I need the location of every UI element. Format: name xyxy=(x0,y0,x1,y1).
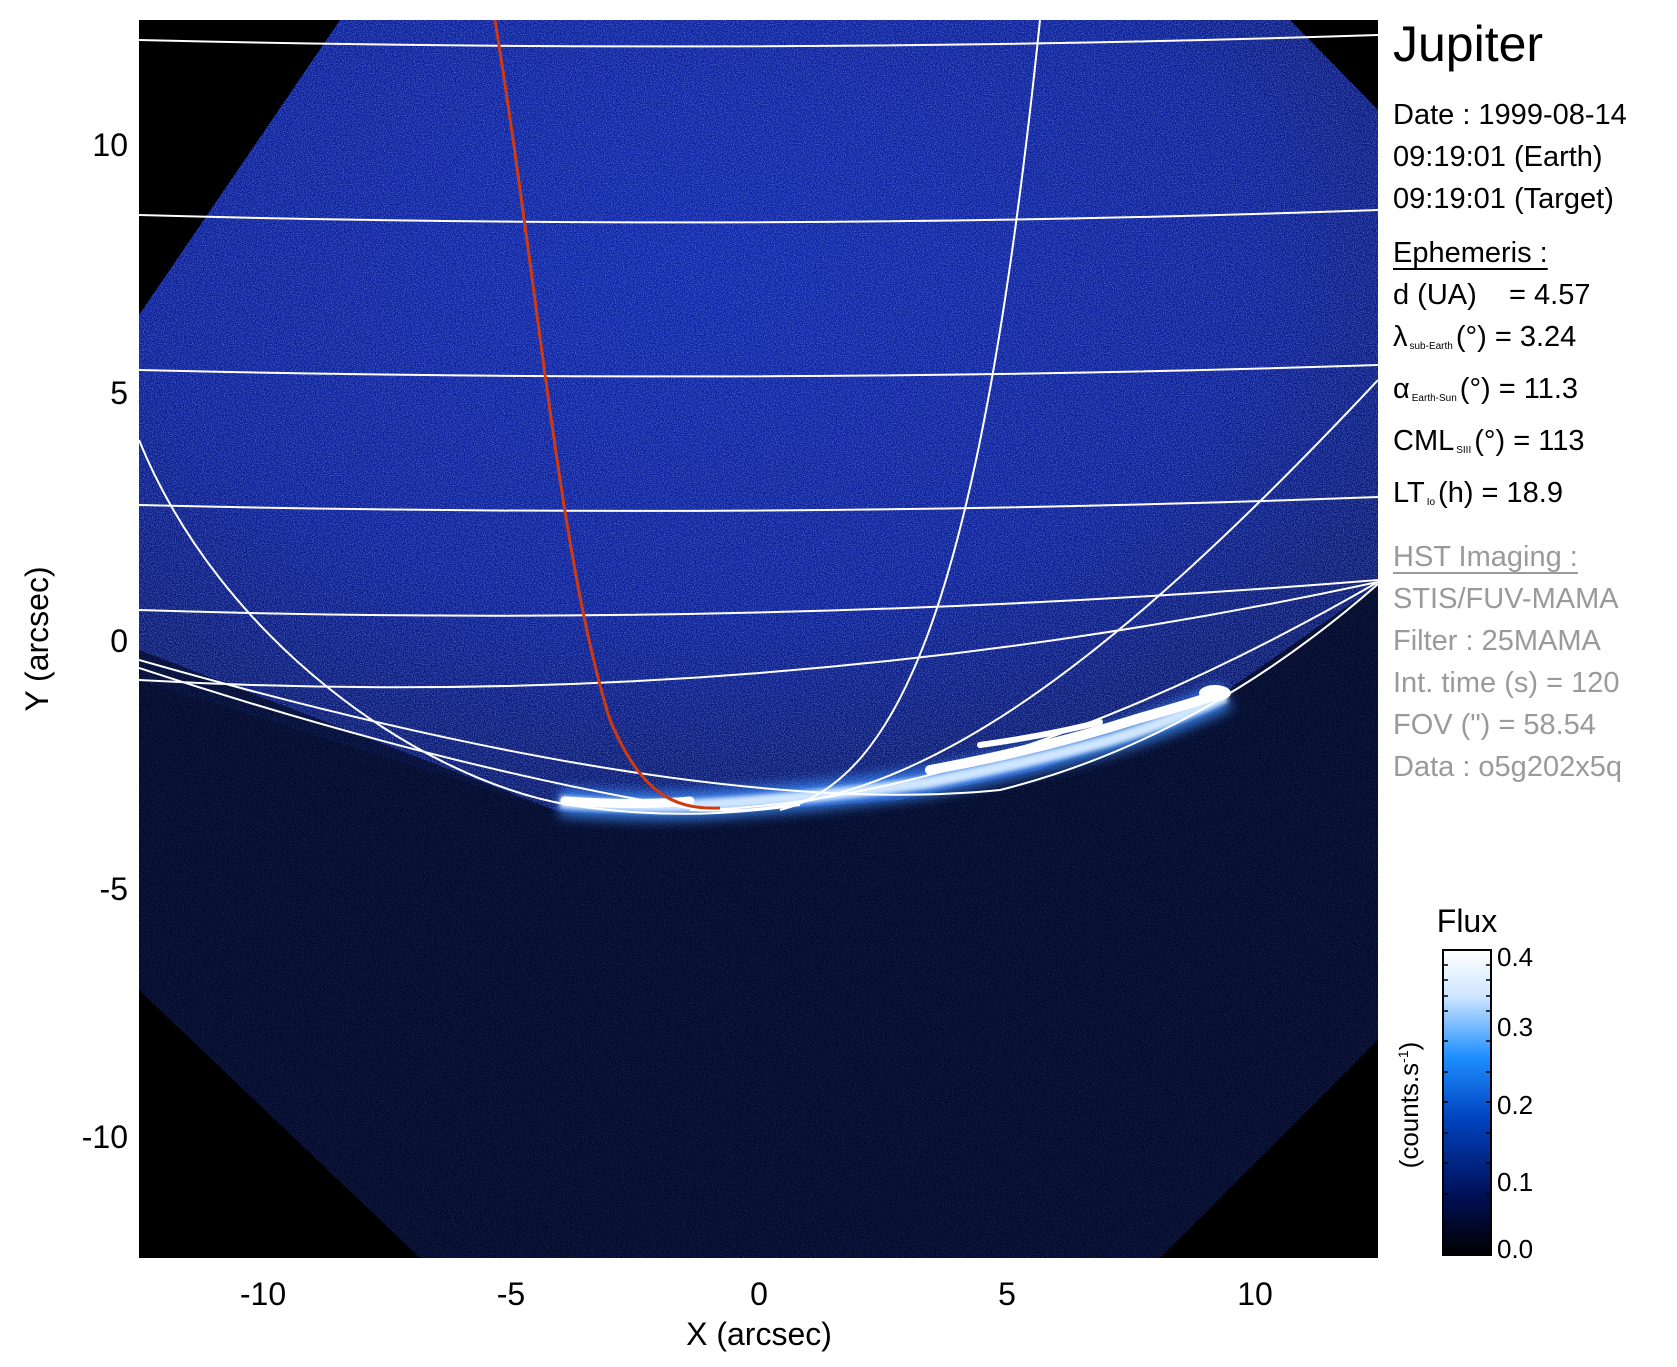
y-tick: 0 xyxy=(110,623,128,659)
x-tick: 5 xyxy=(998,1276,1016,1312)
phase-subscript: Earth-Sun xyxy=(1411,393,1457,404)
hst-header: HST Imaging : xyxy=(1393,541,1578,573)
colorbar-tick: 0.2 xyxy=(1497,1090,1533,1120)
latitude-subscript: sub-Earth xyxy=(1409,341,1453,352)
distance-value: = 4.57 xyxy=(1509,279,1591,311)
y-tick: 10 xyxy=(92,127,128,163)
x-tick: -5 xyxy=(497,1276,525,1312)
colorbar-unit-label: (counts.s-1) xyxy=(1394,1042,1424,1169)
cml-value: (°) = 113 xyxy=(1474,425,1585,457)
hst-instrument: STIS/FUV-MAMA xyxy=(1393,583,1619,615)
lt-label: LT xyxy=(1393,477,1425,509)
colorbar-minor-ticks xyxy=(1443,964,1491,1225)
x-tick: 0 xyxy=(750,1276,768,1312)
cml-label: CML xyxy=(1393,425,1455,457)
latitude-value: (°) = 3.24 xyxy=(1455,321,1577,353)
longitude-grid xyxy=(139,20,1378,815)
hst-filter: Filter : 25MAMA xyxy=(1393,625,1601,657)
observation-time-earth: 09:19:01 (Earth) xyxy=(1393,141,1603,173)
lt-subscript: Io xyxy=(1426,497,1436,508)
hst-integration-time: Int. time (s) = 120 xyxy=(1393,667,1620,699)
distance-label: d (UA) xyxy=(1393,279,1477,311)
colorbar-scale xyxy=(1442,949,1492,1256)
cml-subscript: SIII xyxy=(1456,445,1472,456)
observation-date: Date : 1999-08-14 xyxy=(1393,99,1627,131)
hst-fov: FOV (") = 58.54 xyxy=(1393,709,1596,741)
x-axis-label: X (arcsec) xyxy=(686,1316,832,1352)
ephemeris-local-time: LT Io (h) = 18.9 xyxy=(1393,472,1673,524)
y-tick: 5 xyxy=(110,375,128,411)
lt-value: (h) = 18.9 xyxy=(1438,477,1563,509)
colorbar-tick: 0.4 xyxy=(1497,942,1533,972)
ephemeris-cml: CML SIII (°) = 113 xyxy=(1393,420,1673,472)
y-axis-label: Y (arcsec) xyxy=(19,566,55,711)
io-footprint-oval xyxy=(493,20,721,810)
phase-value: (°) = 11.3 xyxy=(1459,373,1579,405)
latitude-symbol: λ xyxy=(1393,321,1408,353)
observation-time-target: 09:19:01 (Target) xyxy=(1393,183,1614,215)
phase-symbol: α xyxy=(1393,373,1410,405)
ephemeris-header: Ephemeris : xyxy=(1393,237,1548,269)
colorbar-tick: 0.3 xyxy=(1497,1012,1533,1042)
colorbar: Flux 0.4 0.3 0.2 0.1 0.0 (counts.s-1) xyxy=(1394,903,1533,1264)
x-tick: -10 xyxy=(240,1276,286,1312)
latitude-grid xyxy=(139,34,1378,812)
info-panel: Jupiter Date : 1999-08-14 09:19:01 (Eart… xyxy=(1393,14,1673,788)
ephemeris-phase: α Earth-Sun (°) = 11.3 xyxy=(1393,368,1673,420)
image-area xyxy=(139,20,1378,1258)
colorbar-tick: 0.1 xyxy=(1497,1167,1533,1197)
hst-data-id: Data : o5g202x5q xyxy=(1393,751,1622,783)
y-tick: -5 xyxy=(100,871,128,907)
colorbar-title: Flux xyxy=(1437,903,1497,939)
ephemeris-distance: d (UA) = 4.57 xyxy=(1393,274,1673,316)
ephemeris-latitude: λ sub-Earth (°) = 3.24 xyxy=(1393,316,1673,368)
night-side-noise xyxy=(139,585,1378,1258)
colorbar-tick: 0.0 xyxy=(1497,1234,1533,1264)
x-tick: 10 xyxy=(1237,1276,1273,1312)
target-title: Jupiter xyxy=(1393,16,1544,72)
y-tick: -10 xyxy=(82,1119,128,1155)
